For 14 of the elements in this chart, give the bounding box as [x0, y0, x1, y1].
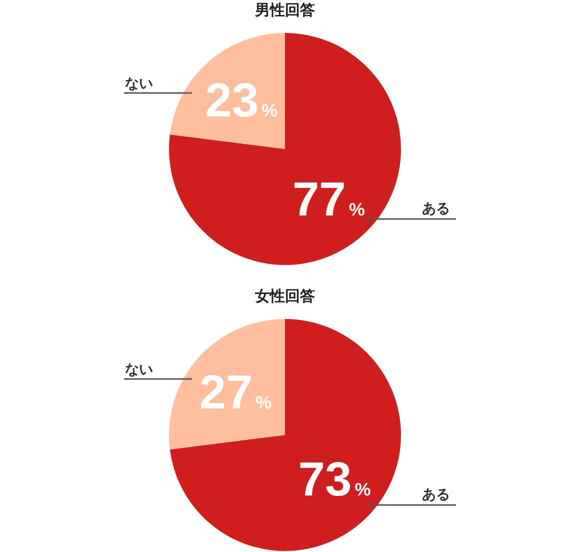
pie-slice: [170, 33, 285, 149]
slice-label: ある: [422, 486, 450, 502]
chart-title: 男性回答: [254, 2, 315, 19]
slice-label: ない: [125, 75, 153, 91]
pie-slice: [170, 319, 401, 551]
data-label: 23%: [205, 74, 278, 128]
chart-title: 女性回答: [254, 288, 315, 305]
pie-slice: [169, 319, 285, 450]
pie-slice: [169, 33, 401, 265]
data-label: 77%: [292, 174, 365, 227]
data-label: 27%: [199, 366, 272, 420]
slice-label: ない: [125, 361, 153, 377]
data-label: 73%: [298, 454, 371, 507]
slice-label: ある: [422, 200, 450, 216]
